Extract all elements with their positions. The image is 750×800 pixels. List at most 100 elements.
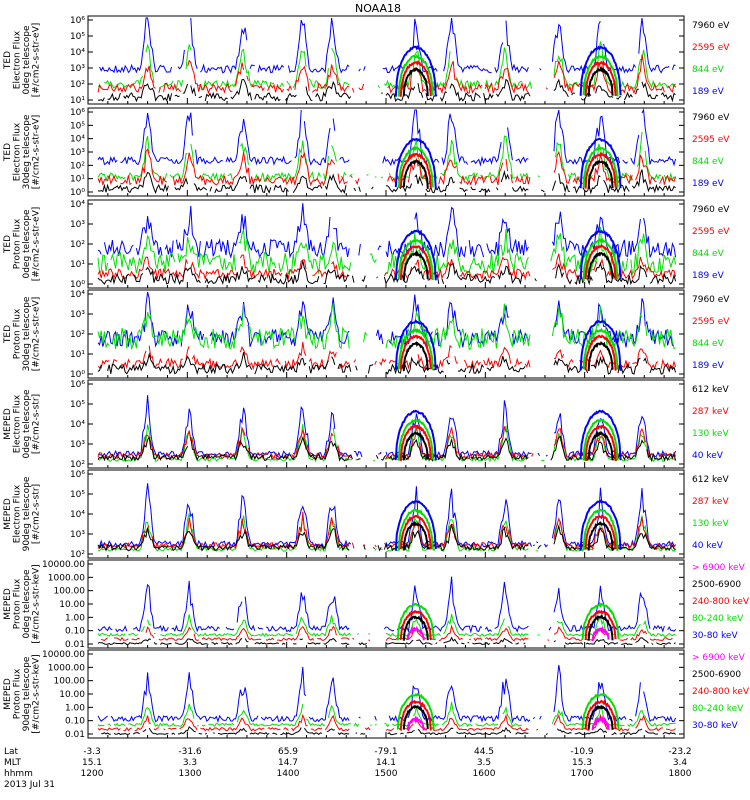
x-lat-label: -79.1 <box>374 747 397 757</box>
y-tick-label: 100.00 <box>54 587 86 597</box>
legend-entry: 612 keV <box>692 385 729 395</box>
x-mlt-label: 14.1 <box>376 758 396 768</box>
x-lat-label: 44.5 <box>474 747 494 757</box>
y-tick-label: 0.10 <box>65 627 85 637</box>
x-row-label: Lat <box>4 747 19 757</box>
x-hhmm-label: 1400 <box>277 769 300 779</box>
series-red <box>97 713 676 732</box>
y-tick-label: 0.01 <box>65 730 85 740</box>
panel-5: 10² 10³ 10⁴ 10⁵ 10⁶ MEPEDElectron Flux0deg te… <box>3 379 729 470</box>
arc-black <box>587 66 614 97</box>
arc-green <box>581 601 620 640</box>
x-row-label: hhmm <box>4 769 33 779</box>
x-lat-label: -31.6 <box>178 747 202 757</box>
arc-green <box>397 146 434 189</box>
arc-black <box>402 520 429 551</box>
arc-red <box>584 151 617 189</box>
y-tick-label: 10⁴ <box>70 200 85 210</box>
x-lat-label: -23.2 <box>668 747 691 757</box>
x-hhmm-label: 1600 <box>473 769 496 779</box>
x-row-label: MLT <box>4 758 22 768</box>
arc-blue <box>394 409 437 461</box>
arc-black <box>402 704 429 730</box>
y-tick-label: 10⁴ <box>70 420 85 430</box>
legend-entry: 2595 eV <box>692 43 730 53</box>
arc-blue <box>394 229 437 281</box>
arc-blue <box>394 319 437 370</box>
y-tick-label: 10⁰ <box>70 370 85 380</box>
y-tick-label: 10⁵ <box>70 400 85 410</box>
arc-red <box>399 424 432 462</box>
legend-entry: 844 eV <box>692 65 725 75</box>
arc-red <box>584 609 617 641</box>
arc-black <box>402 431 429 461</box>
arc-magenta <box>591 715 610 730</box>
legend-entry: 2500-6900 <box>692 580 741 590</box>
series-blue <box>97 664 677 724</box>
legend-entry: 189 eV <box>692 271 725 281</box>
arc-blue <box>579 45 622 96</box>
arc-red <box>584 60 617 96</box>
y-tick-label: 0.01 <box>65 640 85 650</box>
legend-entry: 7960 eV <box>692 205 730 215</box>
y-axis-label: MEPEDElectron Flux90deg telescope[#/cm2-… <box>3 476 42 551</box>
y-tick-label: 10⁴ <box>70 510 85 520</box>
panel-4: 10⁰ 10¹ 10² 10³ 10⁴ TEDProton Flux30deg teles… <box>3 289 730 380</box>
y-tick-label: 1.00 <box>65 703 85 713</box>
legend-entry: 2595 eV <box>692 227 730 237</box>
legend-entry: 612 keV <box>692 475 729 485</box>
arc-black <box>587 704 614 730</box>
legend-entry: 2595 eV <box>692 135 730 145</box>
chart-title: NOAA18 <box>355 2 401 15</box>
arc-green <box>397 418 434 461</box>
panel-8: 0.01 0.10 1.00 10.00 100.00 1000.00 10000.00ME… <box>3 649 750 740</box>
y-tick-label: 10⁴ <box>70 290 85 300</box>
x-hhmm-label: 1800 <box>669 769 692 779</box>
legend-entry: 40 keV <box>692 451 724 461</box>
x-mlt-label: 14.7 <box>278 758 298 768</box>
arc-green <box>396 692 435 730</box>
y-tick-label: 10² <box>70 240 85 250</box>
legend-entry: 2595 eV <box>692 317 730 327</box>
legend-entry: > 6900 keV <box>692 653 746 663</box>
arc-red <box>584 424 617 461</box>
series-red <box>101 624 673 642</box>
y-tick-label: 10⁴ <box>70 135 85 145</box>
arc-red <box>399 609 432 641</box>
arc-black <box>402 159 429 189</box>
x-mlt-label: 3.4 <box>673 758 688 768</box>
y-tick-label: 10³ <box>70 310 85 320</box>
arc-green <box>397 239 434 281</box>
legend-entry: 30-80 keV <box>692 721 738 731</box>
y-tick-label: 10³ <box>70 64 85 74</box>
legend-entry: 40 keV <box>692 541 724 551</box>
legend-entry: > 6900 keV <box>692 563 746 573</box>
y-tick-label: 1.00 <box>65 613 85 623</box>
panel-7: 0.01 0.10 1.00 10.00 100.00 1000.00 10000.00ME… <box>3 559 750 650</box>
x-mlt-label: 15.3 <box>572 758 592 768</box>
series-black <box>97 636 676 646</box>
series-blue <box>97 576 676 634</box>
arc-blue <box>394 500 437 551</box>
legend-entry: 7960 eV <box>692 113 730 123</box>
y-tick-label: 10³ <box>70 220 85 230</box>
panel-1: 10¹ 10² 10³ 10⁴ 10⁵ 10⁶ TEDElectron Flux0deg t… <box>3 15 730 106</box>
legend-entry: 287 keV <box>692 407 729 417</box>
legend-entry: 7960 eV <box>692 21 730 31</box>
arc-black <box>587 160 614 189</box>
legend-entry: 844 eV <box>692 249 725 259</box>
arc-green <box>582 146 619 188</box>
arc-black <box>587 521 614 551</box>
arc-black <box>402 249 429 281</box>
arc-red <box>584 699 617 730</box>
y-tick-label: 10² <box>70 161 85 171</box>
legend-entry: 189 eV <box>692 361 725 371</box>
arc-green <box>582 418 619 461</box>
y-tick-label: 100.00 <box>54 677 86 687</box>
series-green <box>97 303 676 351</box>
legend-entry: 80-240 keV <box>692 614 744 624</box>
arc-black <box>587 251 614 280</box>
arc-blue <box>579 229 622 280</box>
legend-entry: 844 eV <box>692 339 725 349</box>
